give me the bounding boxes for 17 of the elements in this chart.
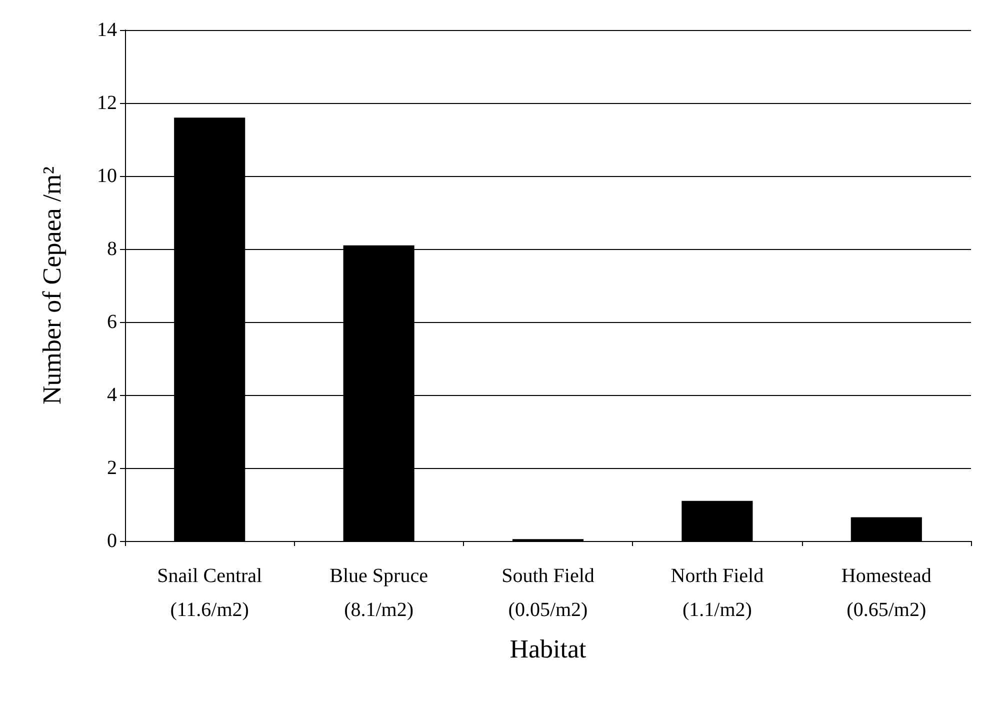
x-tick-label: Snail Central (11.6/m2): [157, 565, 263, 621]
y-tick-label: 6: [107, 311, 117, 333]
y-axis-title: Number of Cepaea /m²: [38, 166, 66, 405]
bar: [682, 500, 753, 541]
y-tick-label: 4: [107, 384, 117, 406]
y-tick-label: 10: [97, 165, 117, 187]
x-tick-label: Blue Spruce (8.1/m2): [330, 565, 428, 621]
x-tick-label: South Field (0.05/m2): [502, 565, 594, 621]
y-tick-label: 2: [107, 457, 117, 479]
x-tick-label: Homestead (0.65/m2): [841, 565, 932, 621]
y-tick-label: 0: [107, 530, 117, 552]
y-tick-label: 14: [97, 19, 117, 41]
bar: [850, 517, 922, 541]
x-tick-label: North Field (1.1/m2): [670, 565, 764, 621]
y-tick-label: 8: [107, 238, 117, 260]
x-axis-title: Habitat: [510, 634, 588, 664]
y-tick-label: 12: [97, 92, 117, 114]
